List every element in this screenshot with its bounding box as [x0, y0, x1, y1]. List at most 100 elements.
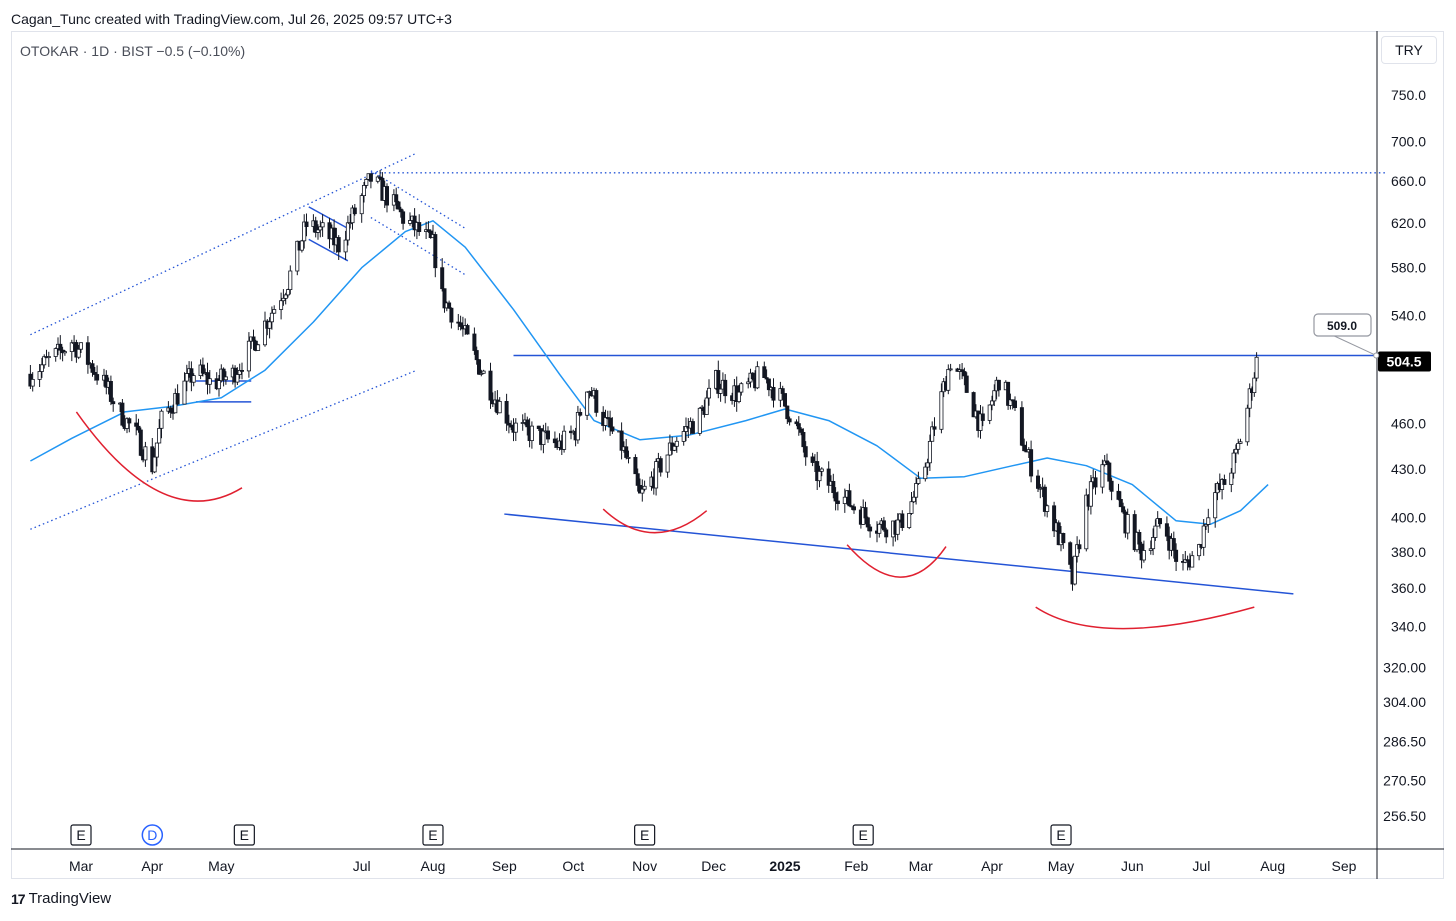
candle-body	[562, 430, 567, 450]
moving-average-line	[30, 220, 1269, 525]
candle-body	[635, 473, 640, 486]
candle-body	[320, 222, 325, 228]
candle-body	[723, 379, 728, 397]
candle-body	[76, 348, 81, 358]
candle-body	[799, 428, 804, 433]
candle-body	[552, 438, 557, 444]
candle-body	[304, 221, 309, 227]
candle-body	[154, 442, 159, 458]
candle-body	[267, 321, 272, 329]
candle-body	[407, 220, 412, 224]
candle-body	[1109, 480, 1114, 492]
candle-body	[251, 336, 256, 342]
candle-body	[1084, 494, 1089, 550]
candle-body	[546, 430, 551, 440]
tradingview-branding[interactable]: 17 TradingView	[11, 890, 111, 907]
candle-body	[497, 400, 502, 414]
candle-body	[39, 364, 44, 372]
candle-body	[665, 454, 670, 473]
candle-body	[603, 417, 608, 426]
candle-body	[1213, 492, 1218, 519]
candle-body	[762, 366, 767, 379]
price-note-label: 509.0	[1327, 319, 1357, 333]
candle-body	[111, 401, 116, 405]
candle-body	[447, 302, 452, 309]
candle-body	[302, 221, 307, 242]
time-tick-label: Apr	[981, 858, 1003, 874]
candle-body	[1229, 472, 1234, 486]
currency-button[interactable]: TRY	[1381, 36, 1437, 64]
candle-body	[1045, 505, 1050, 512]
candle-body	[269, 312, 274, 323]
time-tick-label: May	[1048, 858, 1074, 874]
candle-body	[138, 429, 143, 456]
candle-body	[925, 462, 930, 468]
candle-body	[1013, 400, 1018, 408]
candle-body	[481, 370, 486, 374]
candle-body	[246, 340, 251, 372]
candle-body	[90, 363, 95, 373]
candle-body	[1006, 381, 1011, 406]
candle-body	[1238, 441, 1243, 444]
moving-average-layer	[30, 220, 1269, 525]
candle-body	[1151, 537, 1156, 550]
candle-body	[343, 239, 348, 253]
candle-body	[1185, 559, 1190, 562]
candle-body	[1077, 544, 1082, 550]
candle-body	[134, 422, 139, 427]
candle-body	[946, 368, 951, 391]
candle-body	[1206, 517, 1211, 525]
candle-body	[916, 478, 921, 484]
candle-body	[398, 208, 403, 213]
pullback-lower	[370, 216, 466, 276]
candle-body	[585, 391, 590, 416]
time-tick-label: Jul	[353, 858, 371, 874]
candle-body	[1222, 479, 1227, 485]
candle-body	[136, 425, 141, 431]
time-tick-label: 2025	[769, 858, 800, 874]
candle-body	[930, 426, 935, 442]
candle-body	[336, 237, 341, 253]
candle-body	[1231, 452, 1236, 474]
candle-body	[707, 387, 712, 399]
price-tick-label: 270.50	[1383, 772, 1426, 788]
earnings-marker-label: E	[428, 827, 437, 843]
candle-body	[384, 186, 389, 206]
candle-body	[948, 368, 953, 371]
candle-body	[718, 388, 723, 394]
candle-body	[739, 383, 744, 393]
candle-body	[368, 173, 373, 182]
candle-body	[315, 229, 320, 233]
time-tick-label: Sep	[492, 858, 517, 874]
candle-body	[1088, 481, 1093, 507]
candle-body	[1068, 542, 1073, 565]
rounded-bottom-arcs	[75, 411, 1255, 630]
candle-body	[168, 407, 173, 413]
candle-body	[95, 374, 100, 381]
price-tick-label: 700.0	[1391, 133, 1426, 149]
candle-body	[704, 397, 709, 415]
candle-body	[359, 195, 364, 215]
candle-body	[578, 411, 583, 416]
candle-body	[221, 368, 226, 381]
candle-body	[900, 513, 905, 529]
symbol-legend[interactable]: OTOKAR · 1D · BIST −0.5 (−0.10%)	[20, 43, 246, 59]
time-tick-label: Aug	[421, 858, 446, 874]
candle-body	[288, 270, 293, 291]
axis-separators	[11, 31, 1444, 879]
candle-body	[690, 421, 695, 434]
price-note-box	[1313, 313, 1372, 337]
candle-body	[509, 424, 514, 428]
candle-body	[990, 400, 995, 406]
candle-body	[401, 211, 406, 224]
candle-body	[1164, 523, 1169, 537]
candle-body	[737, 391, 742, 403]
candle-body	[442, 288, 447, 309]
candle-body	[394, 194, 399, 203]
channel-lower	[30, 369, 418, 530]
candle-body	[996, 379, 1001, 391]
earnings-marker-label: E	[640, 827, 649, 843]
candle-body	[1171, 538, 1176, 551]
candle-body	[53, 348, 58, 357]
